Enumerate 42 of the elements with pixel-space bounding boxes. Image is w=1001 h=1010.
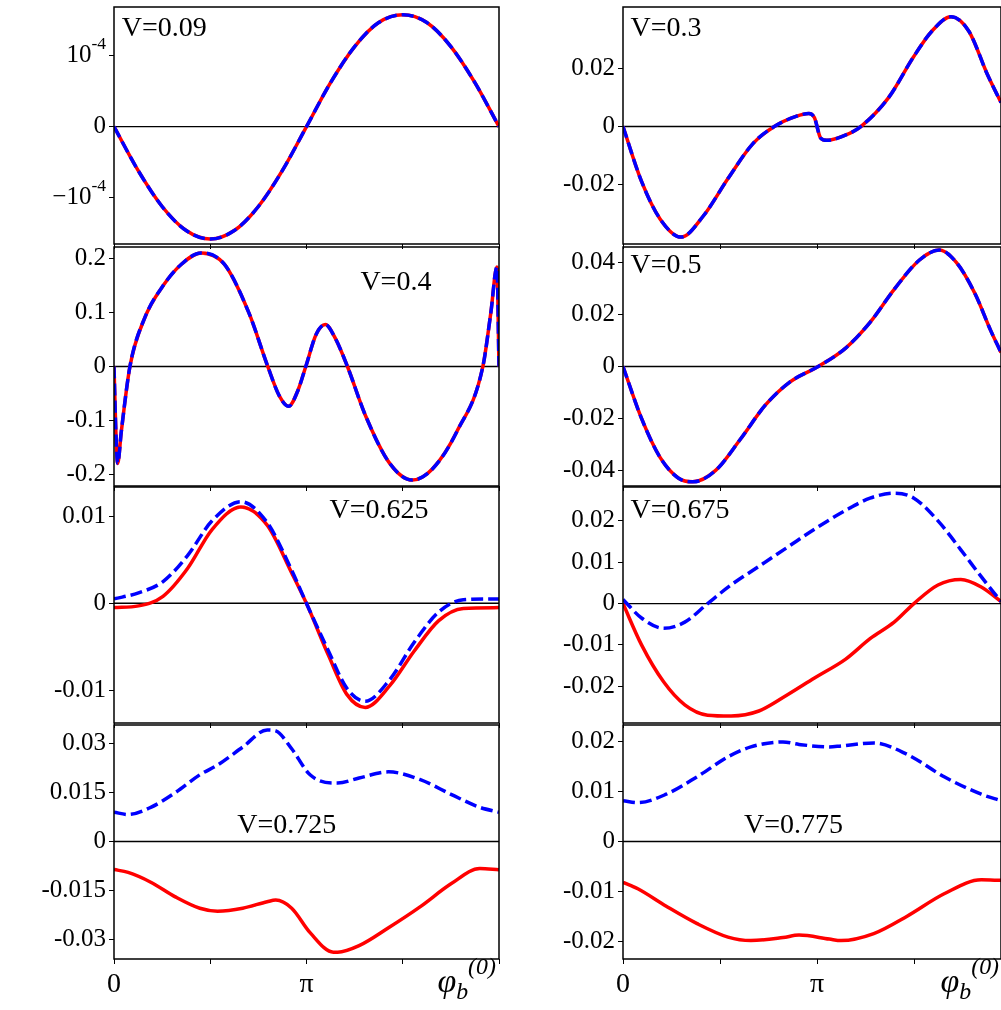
y-tick-label: 0.02: [571, 299, 615, 327]
y-tick-label: 0.2: [74, 243, 106, 271]
y-tick-label: -0.015: [41, 874, 106, 902]
y-tick-label: 0.02: [571, 726, 615, 754]
y-tick-label: 0: [602, 826, 615, 854]
y-tick-label: 0.02: [571, 505, 615, 533]
y-tick-label: -0.2: [66, 458, 106, 486]
y-tick-label: -0.04: [562, 454, 616, 482]
y-tick-label: 0.015: [49, 777, 106, 805]
y-tick-label: 0: [93, 587, 106, 615]
y-tick-label: 0: [602, 588, 615, 616]
annotation: V=0.775: [743, 807, 843, 839]
y-tick-label: 0: [602, 111, 615, 139]
annotation: V=0.5: [630, 248, 702, 280]
y-tick-label: 0.01: [62, 501, 106, 529]
y-tick-label: -0.02: [562, 670, 615, 698]
annotation: V=0.675: [630, 492, 730, 524]
y-tick-label: -0.01: [562, 629, 615, 657]
y-tick-label: 0.03: [62, 728, 106, 756]
y-tick-label: 0.1: [74, 297, 106, 325]
annotation: V=0.725: [237, 807, 337, 839]
y-tick-label: -0.02: [562, 168, 615, 196]
y-tick-label: -0.02: [562, 925, 615, 953]
annotation: V=0.625: [329, 492, 429, 524]
y-tick-label: -0.1: [66, 404, 106, 432]
y-tick-label: 0: [93, 826, 106, 854]
y-tick-label: 0.02: [571, 53, 615, 81]
y-tick-label: -0.01: [562, 875, 615, 903]
y-tick-label: -0.01: [53, 674, 106, 702]
y-tick-label: -0.02: [562, 403, 615, 431]
annotation: V=0.09: [121, 10, 207, 42]
annotation: V=0.3: [630, 10, 702, 42]
y-tick-label: 0: [93, 351, 106, 379]
y-tick-label: 0: [602, 351, 615, 379]
y-tick-label: 0.01: [571, 776, 615, 804]
x-tick-label: π: [299, 967, 314, 999]
annotation: V=0.4: [360, 265, 432, 297]
y-tick-label: 0.01: [571, 546, 615, 574]
x-tick-label: π: [809, 967, 825, 999]
y-tick-label: 0: [93, 111, 106, 139]
y-tick-label: 0.04: [571, 247, 616, 275]
y-tick-label: -0.03: [53, 923, 106, 951]
